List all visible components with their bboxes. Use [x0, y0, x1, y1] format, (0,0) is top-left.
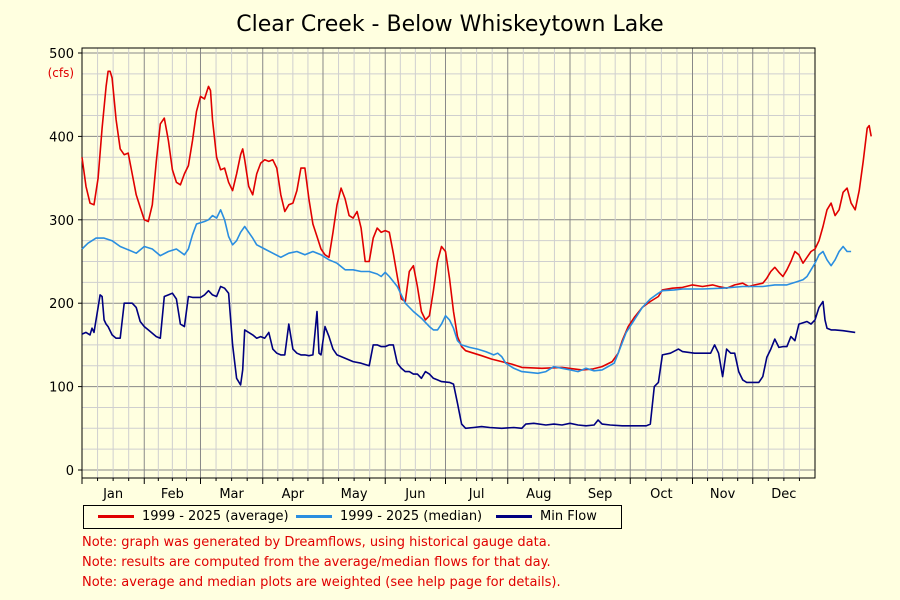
y-axis-label: (cfs)	[48, 66, 74, 80]
x-tick-label: Dec	[771, 487, 796, 502]
series-median	[81, 209, 852, 375]
note-2: Note: results are computed from the aver…	[82, 555, 551, 570]
y-tick-label: 100	[49, 381, 74, 396]
x-tick-label: May	[341, 487, 368, 502]
axis-labels: 0 100 200 300 400 500 (cfs) Jan Feb Mar Apr May Jun J…	[48, 47, 797, 502]
legend-swatch-median	[296, 515, 332, 518]
series-min-flow	[81, 285, 856, 430]
x-tick-label: Aug	[526, 487, 551, 502]
legend-swatch-min-flow	[496, 515, 532, 518]
y-tick-label: 200	[49, 297, 74, 312]
note-1: Note: graph was generated by Dreamflows,…	[82, 535, 551, 550]
x-tick-label: Oct	[650, 487, 672, 502]
series-lines	[81, 70, 872, 430]
x-tick-label: Jan	[102, 487, 123, 502]
legend-item-median: 1999 - 2025 (median)	[296, 509, 482, 524]
grid-lines	[82, 48, 815, 478]
legend-swatch-average	[98, 515, 134, 518]
y-tick-label: 300	[49, 214, 74, 229]
x-tick-label: Sep	[588, 487, 613, 502]
x-tick-label: Apr	[282, 487, 305, 502]
legend-label-average: 1999 - 2025 (average)	[142, 509, 289, 524]
legend-label-min-flow: Min Flow	[540, 509, 597, 524]
y-tick-label: 400	[49, 130, 74, 145]
legend-item-min-flow: Min Flow	[496, 509, 597, 524]
legend: 1999 - 2025 (average) 1999 - 2025 (media…	[83, 505, 622, 529]
x-tick-label: Mar	[219, 487, 244, 502]
y-tick-label: 500	[49, 47, 74, 62]
chart-title: Clear Creek - Below Whiskeytown Lake	[236, 12, 664, 37]
axis-ticks	[78, 52, 800, 484]
legend-item-average: 1999 - 2025 (average)	[98, 509, 289, 524]
x-tick-label: Jun	[404, 487, 425, 502]
x-tick-label: Feb	[161, 487, 184, 502]
x-tick-label: Jul	[468, 487, 485, 502]
x-tick-label: Nov	[710, 487, 736, 502]
note-3: Note: average and median plots are weigh…	[82, 575, 561, 590]
y-tick-label: 0	[66, 464, 74, 479]
plot-frame	[81, 47, 816, 479]
series-average	[81, 70, 872, 371]
legend-label-median: 1999 - 2025 (median)	[340, 509, 483, 524]
